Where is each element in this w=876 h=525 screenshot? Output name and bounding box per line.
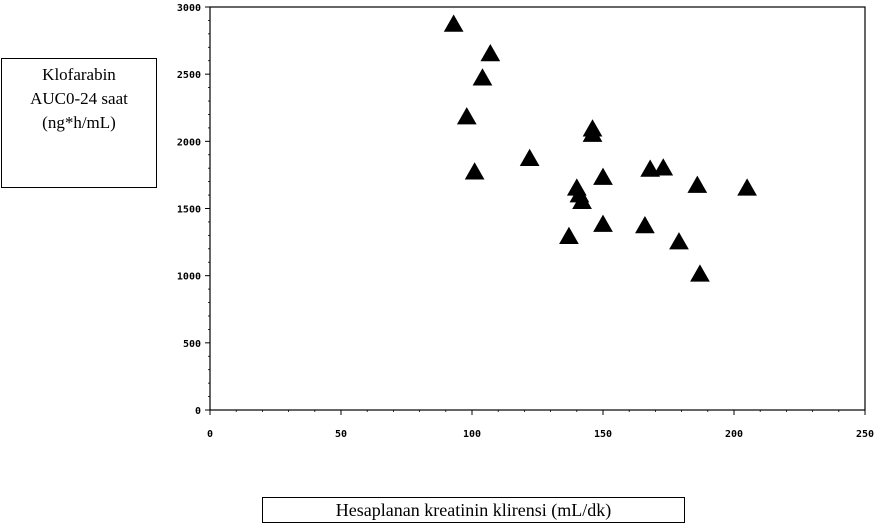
data-point: [640, 159, 661, 177]
data-point: [669, 232, 689, 250]
y-tick-label: 2000: [177, 137, 201, 148]
y-axis-label-line-2: AUC0-24 saat: [30, 89, 128, 108]
x-tick-label: 0: [207, 429, 213, 440]
data-point: [472, 68, 493, 86]
data-point: [480, 44, 501, 62]
x-axis: 0 50 100 150 200 250: [207, 410, 874, 440]
y-tick-label: 3000: [177, 3, 201, 14]
y-axis: 0 500 1000 1500 2000 2500 3000: [177, 3, 210, 417]
data-points: [443, 14, 757, 282]
y-axis-label-line-1: Klofarabin: [42, 65, 116, 84]
x-tick-label: 200: [725, 429, 743, 440]
data-point: [464, 162, 485, 180]
data-point: [559, 226, 579, 244]
plot-border: [209, 6, 866, 411]
y-tick-label: 1000: [177, 272, 201, 283]
data-point: [690, 264, 710, 282]
plot-area: [209, 6, 866, 411]
x-tick-label: 100: [463, 429, 481, 440]
x-axis-label: Hesaplanan kreatinin klirensi (mL/dk): [335, 500, 612, 520]
x-axis-label-box: Hesaplanan kreatinin klirensi (mL/dk): [262, 497, 685, 523]
y-tick-label: 1500: [177, 205, 201, 216]
data-point: [687, 175, 708, 193]
data-point: [593, 167, 613, 185]
data-point: [737, 178, 757, 196]
data-point: [635, 215, 655, 234]
y-tick-label: 0: [195, 406, 201, 417]
x-tick-label: 50: [335, 429, 347, 440]
data-point: [519, 148, 540, 167]
y-axis-label-box: Klofarabin AUC0-24 saat (ng*h/mL): [1, 58, 157, 188]
data-point: [456, 107, 477, 125]
x-tick-label: 250: [856, 429, 874, 440]
data-point: [572, 191, 592, 210]
data-point: [593, 214, 613, 232]
y-tick-label: 2500: [177, 70, 201, 81]
y-tick-label: 500: [183, 339, 201, 350]
data-point: [443, 14, 464, 32]
data-point: [582, 124, 603, 142]
y-axis-label-line-3: (ng*h/mL): [42, 113, 116, 132]
data-point: [653, 158, 674, 176]
x-tick-label: 150: [594, 429, 612, 440]
